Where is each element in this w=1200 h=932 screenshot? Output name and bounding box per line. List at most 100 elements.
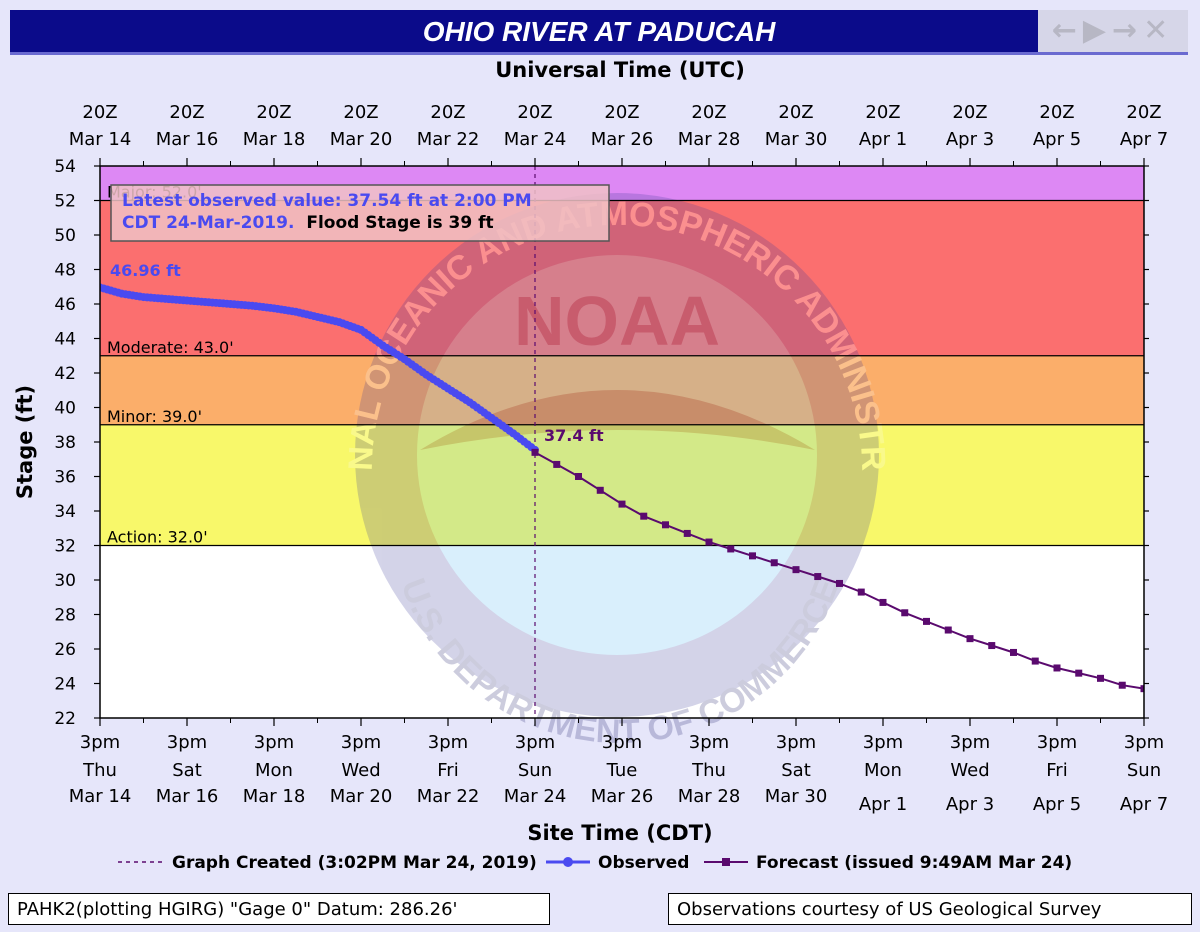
x-tick-label: 3pm bbox=[776, 732, 816, 753]
watermark-bird-icon bbox=[420, 390, 815, 450]
footer-datum-box: PAHK2(plotting HGIRG) "Gage 0" Datum: 28… bbox=[8, 893, 550, 925]
y-tick-label: 22 bbox=[54, 709, 76, 729]
title-bar: OHIO RIVER AT PADUCAH ←▶→✕ bbox=[10, 10, 1188, 55]
forecast-point bbox=[749, 552, 756, 560]
forecast-point bbox=[1010, 648, 1017, 656]
x-tick-label: 3pm bbox=[428, 732, 468, 753]
footer-credit-box: Observations courtesy of US Geological S… bbox=[668, 893, 1192, 925]
latest-observed-box-bg bbox=[110, 184, 610, 242]
forecast-point bbox=[879, 598, 887, 606]
x-tick-label: Mar 18 bbox=[243, 786, 306, 807]
forecast-point bbox=[596, 486, 604, 494]
forecast-point bbox=[1031, 657, 1039, 665]
y-tick-label: 42 bbox=[54, 364, 76, 384]
x-top-tick-label: Mar 26 bbox=[591, 129, 654, 150]
x-top-tick-label: 20Z bbox=[865, 102, 900, 123]
x-top-tick-label: 20Z bbox=[256, 102, 291, 123]
x-top-tick-label: Mar 20 bbox=[330, 129, 393, 150]
y-tick-label: 52 bbox=[54, 192, 76, 212]
series-layer bbox=[100, 283, 1144, 693]
latest-observed-line1: Latest observed value: 37.54 ft at 2:00 … bbox=[122, 191, 532, 211]
forecast-point bbox=[923, 617, 930, 625]
x-top-tick-label: Apr 7 bbox=[1120, 129, 1168, 150]
y-tick-label: 40 bbox=[54, 399, 76, 419]
x-tick-label: Mar 28 bbox=[678, 786, 741, 807]
x-tick-label: Apr 3 bbox=[946, 794, 994, 815]
y-tick-label: 54 bbox=[54, 157, 76, 177]
x-top-tick-label: 20Z bbox=[1126, 102, 1161, 123]
stage-line-label: Moderate: 43.0' bbox=[107, 338, 234, 357]
forecast-point bbox=[553, 460, 561, 468]
forecast-point bbox=[966, 635, 974, 643]
watermark-center-text: NOAA bbox=[514, 282, 720, 360]
forecast-point bbox=[727, 545, 735, 553]
x-tick-label: Mar 30 bbox=[765, 786, 828, 807]
x-tick-label: Sun bbox=[518, 760, 552, 781]
x-top-tick-label: 20Z bbox=[430, 102, 465, 123]
x-axis: 3pm Thu Mar 14 20Z Mar 14 3pm Sat Mar 16 20Z Mar … bbox=[69, 102, 1168, 815]
x-tick-label: Sun bbox=[1127, 760, 1161, 781]
stage-line-label: Action: 32.0' bbox=[107, 528, 208, 547]
legend-observed-marker bbox=[563, 857, 573, 867]
forecast-point bbox=[1053, 664, 1061, 672]
x-top-tick-label: 20Z bbox=[1039, 102, 1074, 123]
forecast-point bbox=[618, 500, 626, 508]
top-axis-title: Universal Time (UTC) bbox=[495, 58, 745, 82]
x-top-tick-label: Mar 22 bbox=[417, 129, 480, 150]
forecast-point bbox=[901, 609, 909, 617]
y-tick-label: 26 bbox=[54, 640, 76, 660]
y-tick-label: 30 bbox=[54, 571, 76, 591]
x-tick-label: Mar 14 bbox=[69, 786, 132, 807]
legend-forecast: Forecast (issued 9:49AM Mar 24) bbox=[756, 853, 1072, 873]
x-tick-label: Thu bbox=[691, 760, 726, 781]
x-tick-label: 3pm bbox=[1037, 732, 1077, 753]
y-axis-title: Stage (ft) bbox=[13, 385, 37, 499]
forecast-point bbox=[1140, 685, 1144, 693]
x-top-tick-label: 20Z bbox=[952, 102, 987, 123]
x-tick-label: Wed bbox=[341, 760, 380, 781]
flood-band-minor bbox=[100, 355, 1144, 425]
flood-band-action bbox=[100, 424, 1144, 546]
forecast-point bbox=[705, 538, 713, 546]
x-tick-label: Apr 5 bbox=[1033, 794, 1081, 815]
x-tick-label: Mar 16 bbox=[156, 786, 219, 807]
forecast-point bbox=[814, 573, 822, 581]
y-tick-label: 28 bbox=[54, 606, 76, 626]
x-top-tick-label: 20Z bbox=[517, 102, 552, 123]
x-top-tick-label: Apr 1 bbox=[859, 129, 907, 150]
forecast-point bbox=[683, 529, 691, 537]
y-tick-label: 24 bbox=[54, 675, 76, 695]
x-top-tick-label: 20Z bbox=[604, 102, 639, 123]
nav-controls-icon[interactable]: ←▶→✕ bbox=[1038, 10, 1188, 52]
forecast-point bbox=[1075, 669, 1083, 677]
flood-band-normal bbox=[100, 545, 1144, 718]
chart-title: OHIO RIVER AT PADUCAH bbox=[422, 16, 776, 47]
flood-category-bands bbox=[100, 166, 1144, 718]
latest-observed-box: Latest observed value: 37.54 ft at 2:00 … bbox=[110, 184, 610, 242]
x-top-tick-label: Mar 18 bbox=[243, 129, 306, 150]
legend-forecast-marker bbox=[722, 858, 730, 866]
forecast-point bbox=[662, 521, 669, 529]
x-tick-label: Thu bbox=[82, 760, 117, 781]
x-tick-label: 3pm bbox=[80, 732, 120, 753]
x-tick-label: 3pm bbox=[1124, 732, 1164, 753]
forecast-point bbox=[1118, 681, 1126, 689]
x-tick-label: Apr 1 bbox=[859, 794, 907, 815]
x-tick-label: Mar 24 bbox=[504, 786, 567, 807]
x-top-tick-label: Mar 24 bbox=[504, 129, 567, 150]
hydrograph-chart: NOAA NATIONAL OCEANIC AND ATMOSPHERIC AD… bbox=[13, 58, 1169, 873]
stage-line-label: Minor: 39.0' bbox=[107, 407, 202, 426]
forecast-point bbox=[1097, 674, 1104, 682]
y-tick-label: 32 bbox=[54, 537, 76, 557]
y-tick-label: 38 bbox=[54, 433, 76, 453]
x-tick-label: Tue bbox=[606, 760, 638, 781]
x-top-tick-label: Apr 5 bbox=[1033, 129, 1081, 150]
y-tick-label: 46 bbox=[54, 295, 76, 315]
x-tick-label: Fri bbox=[1046, 760, 1067, 781]
forecast-point bbox=[857, 588, 865, 596]
x-top-tick-label: Mar 30 bbox=[765, 129, 828, 150]
y-axis: 22 24 26 28 30 32 34 36 38 40 42 44 46 48 50 52 54 bbox=[54, 157, 1149, 729]
forecast-point bbox=[988, 642, 996, 650]
x-tick-label: Mar 20 bbox=[330, 786, 393, 807]
forecast-point bbox=[640, 512, 648, 520]
